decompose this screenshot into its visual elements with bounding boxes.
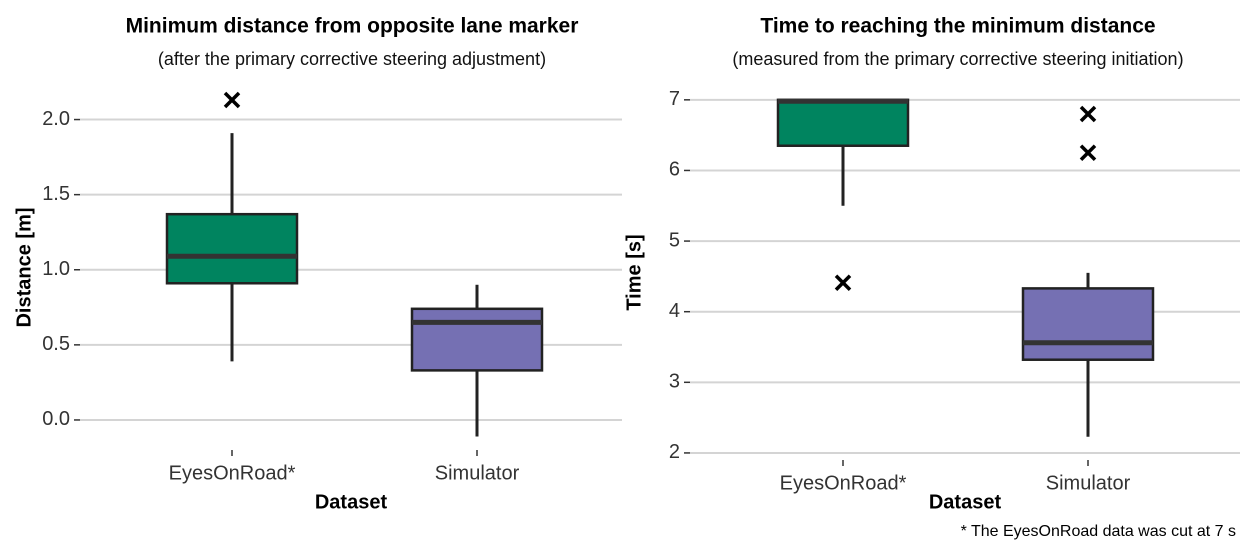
footnote: * The EyesOnRoad data was cut at 7 s bbox=[961, 523, 1236, 540]
outlier bbox=[1079, 144, 1097, 162]
outlier-stroke bbox=[1079, 105, 1097, 123]
y-tick-label: 7 bbox=[669, 88, 680, 110]
x-tick-label: Simulator bbox=[435, 462, 520, 484]
outlier-stroke bbox=[223, 91, 241, 109]
box bbox=[1021, 287, 1155, 361]
y-tick-label: 2.0 bbox=[42, 108, 70, 130]
y-tick-label: 2 bbox=[669, 441, 680, 463]
chart-subtitle: (after the primary corrective steering a… bbox=[158, 49, 546, 69]
y-tick-label: 0.5 bbox=[42, 333, 70, 355]
y-tick-label: 0.0 bbox=[42, 408, 70, 430]
outlier bbox=[1079, 105, 1097, 123]
x-tick-label: EyesOnRoad* bbox=[169, 462, 296, 484]
x-tick-label: EyesOnRoad* bbox=[780, 472, 907, 494]
chart-title: Minimum distance from opposite lane mark… bbox=[126, 15, 579, 38]
y-tick-label: 3 bbox=[669, 371, 680, 393]
y-axis-label: Distance [m] bbox=[13, 207, 35, 327]
y-tick-label: 6 bbox=[669, 159, 680, 181]
y-axis-label: Time [s] bbox=[623, 234, 645, 310]
y-tick-label: 4 bbox=[669, 300, 680, 322]
y-tick-label: 5 bbox=[669, 229, 680, 251]
box bbox=[410, 307, 544, 372]
chart-title: Time to reaching the minimum distance bbox=[760, 15, 1155, 38]
box bbox=[776, 98, 910, 147]
outlier-stroke bbox=[1079, 144, 1097, 162]
outlier-stroke bbox=[834, 274, 852, 291]
chart-subtitle: (measured from the primary corrective st… bbox=[732, 49, 1183, 69]
outlier bbox=[223, 91, 241, 109]
x-axis-label: Dataset bbox=[315, 491, 388, 513]
y-tick-label: 1.5 bbox=[42, 183, 70, 205]
x-axis-label: Dataset bbox=[929, 491, 1002, 513]
box bbox=[165, 212, 299, 285]
x-tick-label: Simulator bbox=[1046, 472, 1131, 494]
outlier bbox=[834, 274, 852, 291]
y-tick-label: 1.0 bbox=[42, 258, 70, 280]
